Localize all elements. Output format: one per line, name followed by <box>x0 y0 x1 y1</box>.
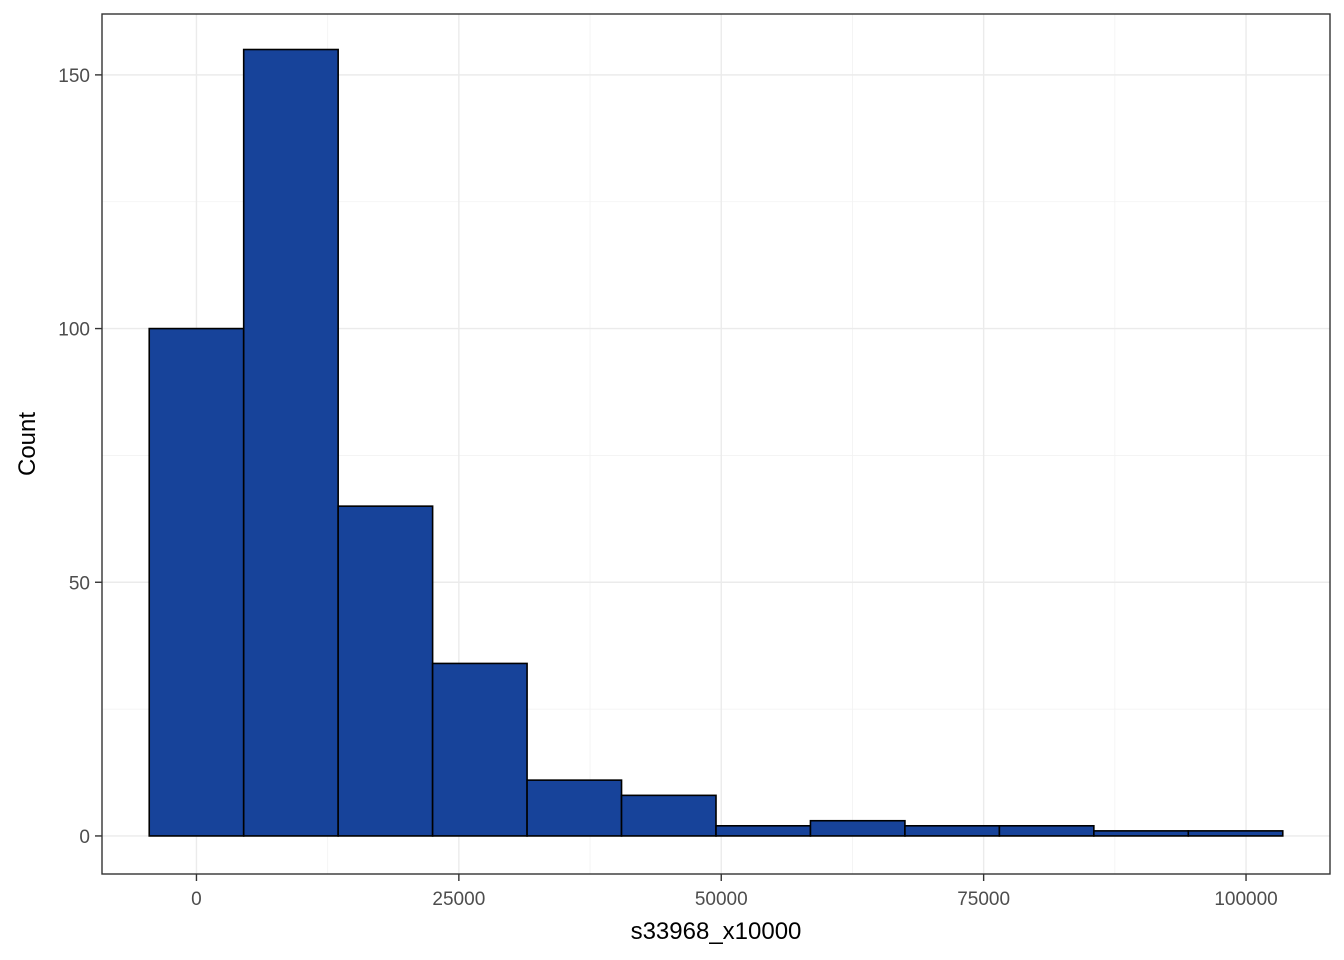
y-tick-label: 0 <box>79 827 90 848</box>
histogram-bar-3 <box>337 505 434 837</box>
histogram-bar-10 <box>998 824 1095 837</box>
x-axis-ticks: 0 25000 50000 75000 100000 <box>191 874 1278 910</box>
x-tick-label: 50000 <box>695 889 748 910</box>
histogram-bar-1 <box>148 327 245 837</box>
histogram-bar-5 <box>526 779 623 837</box>
x-tick-label: 100000 <box>1214 889 1277 910</box>
histogram-bar-12 <box>1187 830 1284 837</box>
histogram-bar-6 <box>620 794 717 837</box>
histogram-bar-9 <box>904 824 1001 837</box>
x-axis-title: s33968_x10000 <box>631 918 802 945</box>
histogram-bar-4 <box>431 662 528 837</box>
histogram-bars <box>148 48 1284 837</box>
panel-border <box>101 13 1331 875</box>
x-tick-label: 75000 <box>957 889 1010 910</box>
y-axis-title: Count <box>14 412 41 476</box>
histogram-bar-7 <box>715 824 812 837</box>
x-tick-label: 25000 <box>432 889 485 910</box>
histogram-bar-8 <box>809 819 906 837</box>
histogram-bar-2 <box>242 48 339 837</box>
y-tick-label: 100 <box>58 320 90 341</box>
histogram-bar-11 <box>1093 830 1190 837</box>
y-tick-label: 150 <box>58 66 90 87</box>
x-tick-label: 0 <box>191 889 202 910</box>
y-axis-ticks: 0 50 100 150 <box>58 66 102 848</box>
y-tick-label: 50 <box>69 573 90 594</box>
